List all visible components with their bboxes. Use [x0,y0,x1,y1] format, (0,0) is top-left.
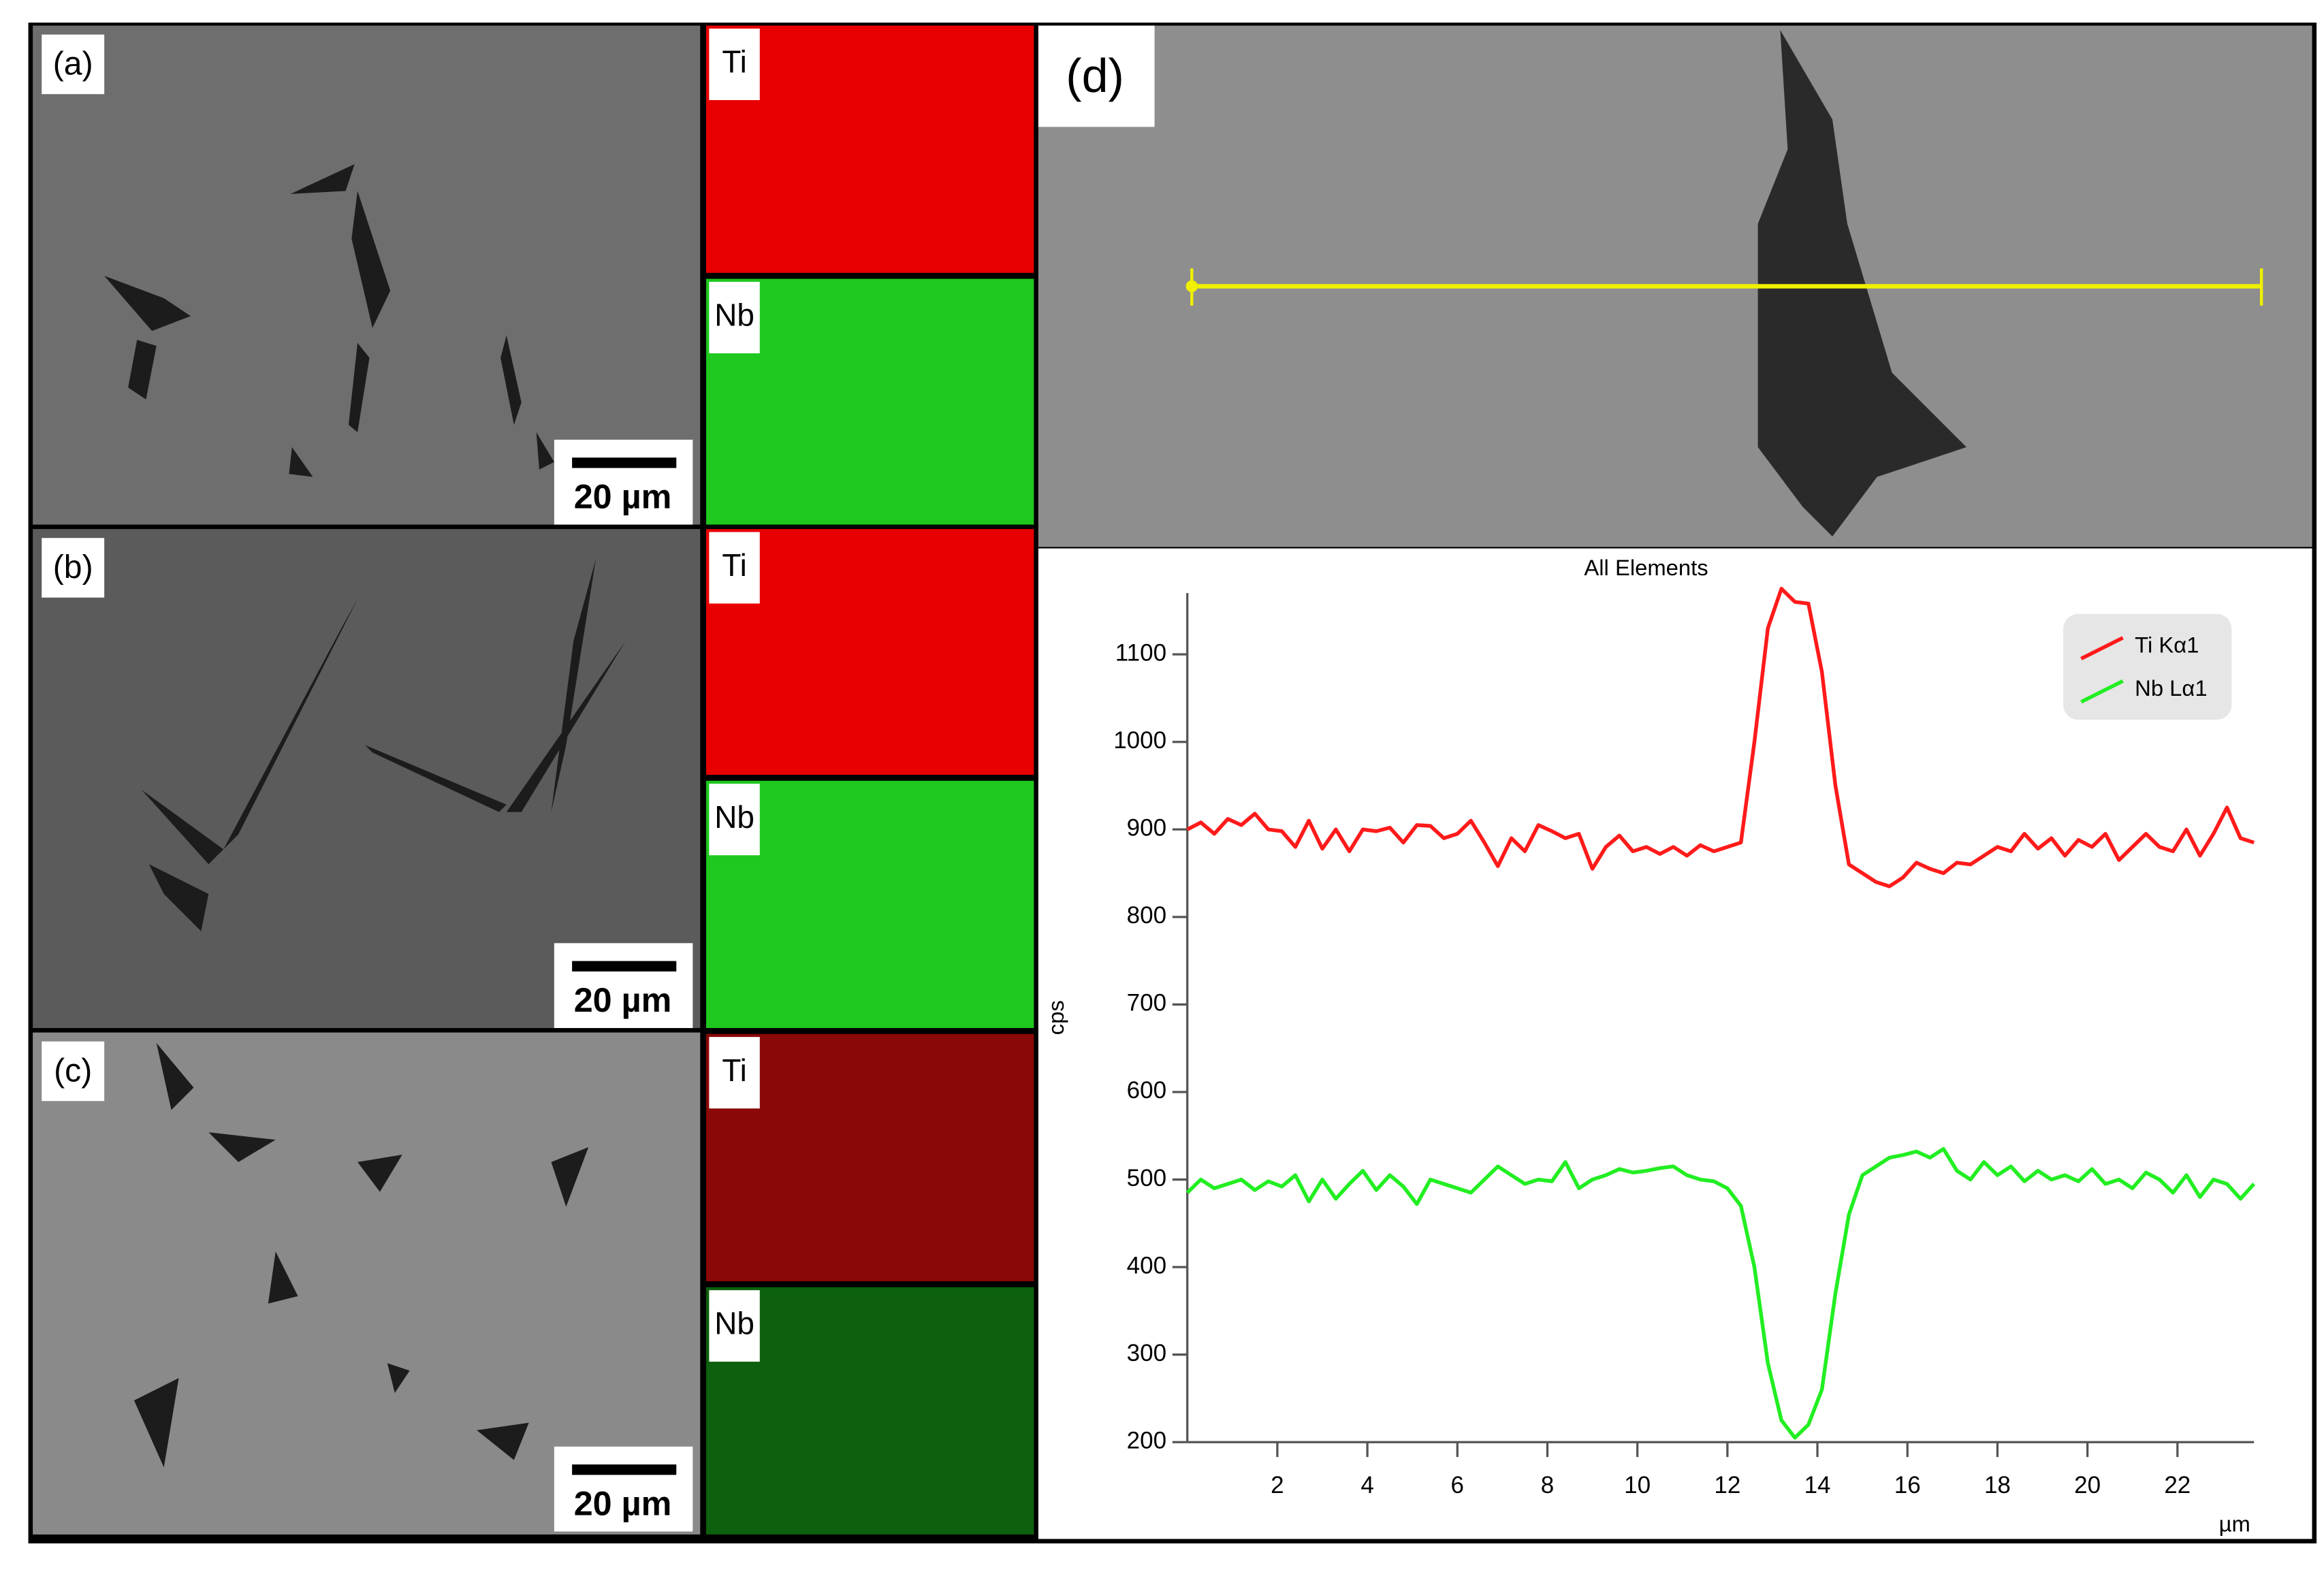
map-label-box [709,784,760,856]
x-tick-label: 22 [2164,1472,2191,1498]
scale-label: 20 µm [574,477,672,516]
scale-label: 20 µm [574,980,672,1019]
x-tick-label: 10 [1624,1472,1651,1498]
scale-label: 20 µm [574,1484,672,1523]
map-nb-b [706,780,1034,1029]
legend-label: Nb Lα1 [2135,675,2207,701]
label-box [42,1041,105,1102]
map-label-box [709,28,760,101]
series-line [1185,1146,2256,1440]
x-tick-label: 6 [1451,1472,1464,1498]
map-label: Nb [714,1306,754,1341]
y-tick-label: 400 [1127,1252,1166,1279]
line-scan-start [1185,280,1198,293]
series-line [1186,587,2255,888]
panel-label: (b) [53,549,93,586]
map-label: Ti [722,1053,747,1088]
legend-swatch [2080,636,2124,660]
y-tick-label: 1100 [1115,639,1166,666]
map-nb-a [706,278,1034,525]
map-label-box [709,281,760,353]
y-tick-label: 500 [1127,1165,1166,1191]
map-label: Nb [714,799,754,835]
x-tick-label: 4 [1360,1472,1373,1498]
panel-label: (c) [54,1052,92,1089]
scale-box [554,439,693,525]
x-tick-label: 18 [1984,1472,2011,1498]
x-tick-label: 12 [1714,1472,1740,1498]
scale-bar [572,458,677,468]
map-ti-c [706,1033,1034,1281]
x-axis-label: µm [2219,1511,2250,1536]
y-tick-label: 200 [1127,1427,1166,1454]
legend-box [2063,613,2232,720]
x-tick-label: 8 [1541,1472,1554,1498]
label-box [42,34,105,95]
map-ti-b [706,529,1034,775]
scale-box [554,943,693,1029]
scale-bar [572,961,677,972]
map-ti-a [706,25,1034,273]
precipitate-d [1757,30,1967,537]
x-tick-label: 16 [1894,1472,1921,1498]
x-tick-label: 14 [1804,1472,1831,1498]
y-tick-label: 1000 [1113,727,1166,754]
legend-label: Ti Kα1 [2135,632,2199,658]
scale-bar [572,1464,677,1475]
map-label: Nb [714,298,754,333]
map-label-box [709,1290,760,1362]
label-box [42,538,105,598]
x-tick-label: 2 [1271,1472,1284,1498]
y-tick-label: 900 [1127,815,1166,841]
y-tick-label: 600 [1127,1077,1166,1104]
panel-label: (d) [1066,49,1124,102]
map-label-box [709,532,760,604]
y-tick-label: 300 [1127,1340,1166,1366]
map-label: Ti [722,547,747,583]
chart-title: All Elements [1584,555,1708,580]
y-tick-label: 800 [1127,902,1166,929]
scale-box [554,1446,693,1532]
map-nb-c [706,1287,1034,1535]
precipitates [104,164,626,1468]
x-tick-label: 20 [2074,1472,2101,1498]
panel-label: (a) [53,45,93,82]
map-label: Ti [722,44,747,80]
map-label-box [709,1037,760,1109]
label-box [1038,25,1155,127]
y-tick-label: 700 [1127,990,1166,1016]
legend-swatch [2080,679,2124,704]
y-axis-label: cps [1043,1000,1068,1035]
